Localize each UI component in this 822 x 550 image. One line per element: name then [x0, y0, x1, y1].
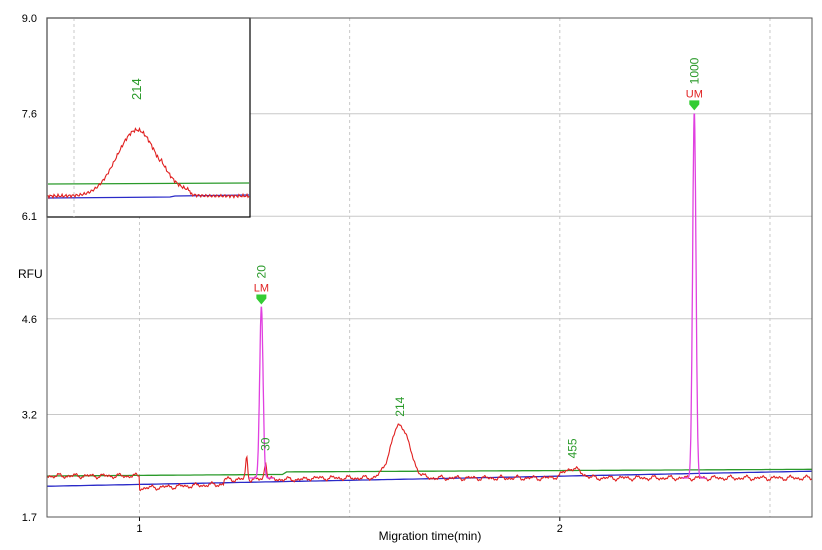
marker-peak-UM — [681, 113, 707, 479]
marker-label: UM — [686, 88, 703, 100]
baseline-green-line — [47, 468, 812, 477]
x-tick-label: 2 — [557, 523, 563, 535]
y-tick-label: 7.6 — [22, 109, 37, 121]
y-tick-label: 6.1 — [22, 211, 37, 223]
inset-baseline-blue — [47, 194, 250, 199]
inset-peak-label: 214 — [129, 78, 144, 100]
axes: 1.7 3.2 4.6 6.1 7.6 9.0 1 2 — [22, 13, 813, 535]
x-axis-label: Migration time(min) — [379, 529, 482, 543]
marker-label: LM — [254, 282, 269, 294]
peak-size-label: 20 — [254, 265, 268, 279]
peak-size-label: 214 — [393, 396, 407, 416]
peak-size-label: 455 — [565, 438, 579, 458]
y-tick-label: 9.0 — [22, 13, 37, 25]
trace-lines — [46, 113, 813, 492]
inset-baseline-green — [47, 182, 250, 185]
x-tick-label: 1 — [136, 523, 142, 535]
y-tick-label: 1.7 — [22, 512, 37, 524]
y-tick-label: 3.2 — [22, 409, 37, 421]
marker-arrow-icon — [689, 100, 700, 111]
plot-frame — [46, 17, 813, 518]
marker-arrow-icon — [256, 294, 267, 305]
inset-signal-trace — [47, 126, 250, 200]
peak-labels: LM 20 30 214 455 UM 1000 — [254, 57, 703, 458]
signal-trace-red — [46, 423, 813, 492]
y-axis-label: RFU — [18, 267, 43, 281]
marker-peak-LM — [248, 306, 274, 479]
peak-size-label: 30 — [259, 437, 273, 451]
peak-size-label: 1000 — [687, 57, 701, 84]
y-tick-label: 4.6 — [22, 314, 37, 326]
inset-zoom-panel: 214 — [46, 17, 251, 218]
inset-frame — [46, 17, 251, 218]
